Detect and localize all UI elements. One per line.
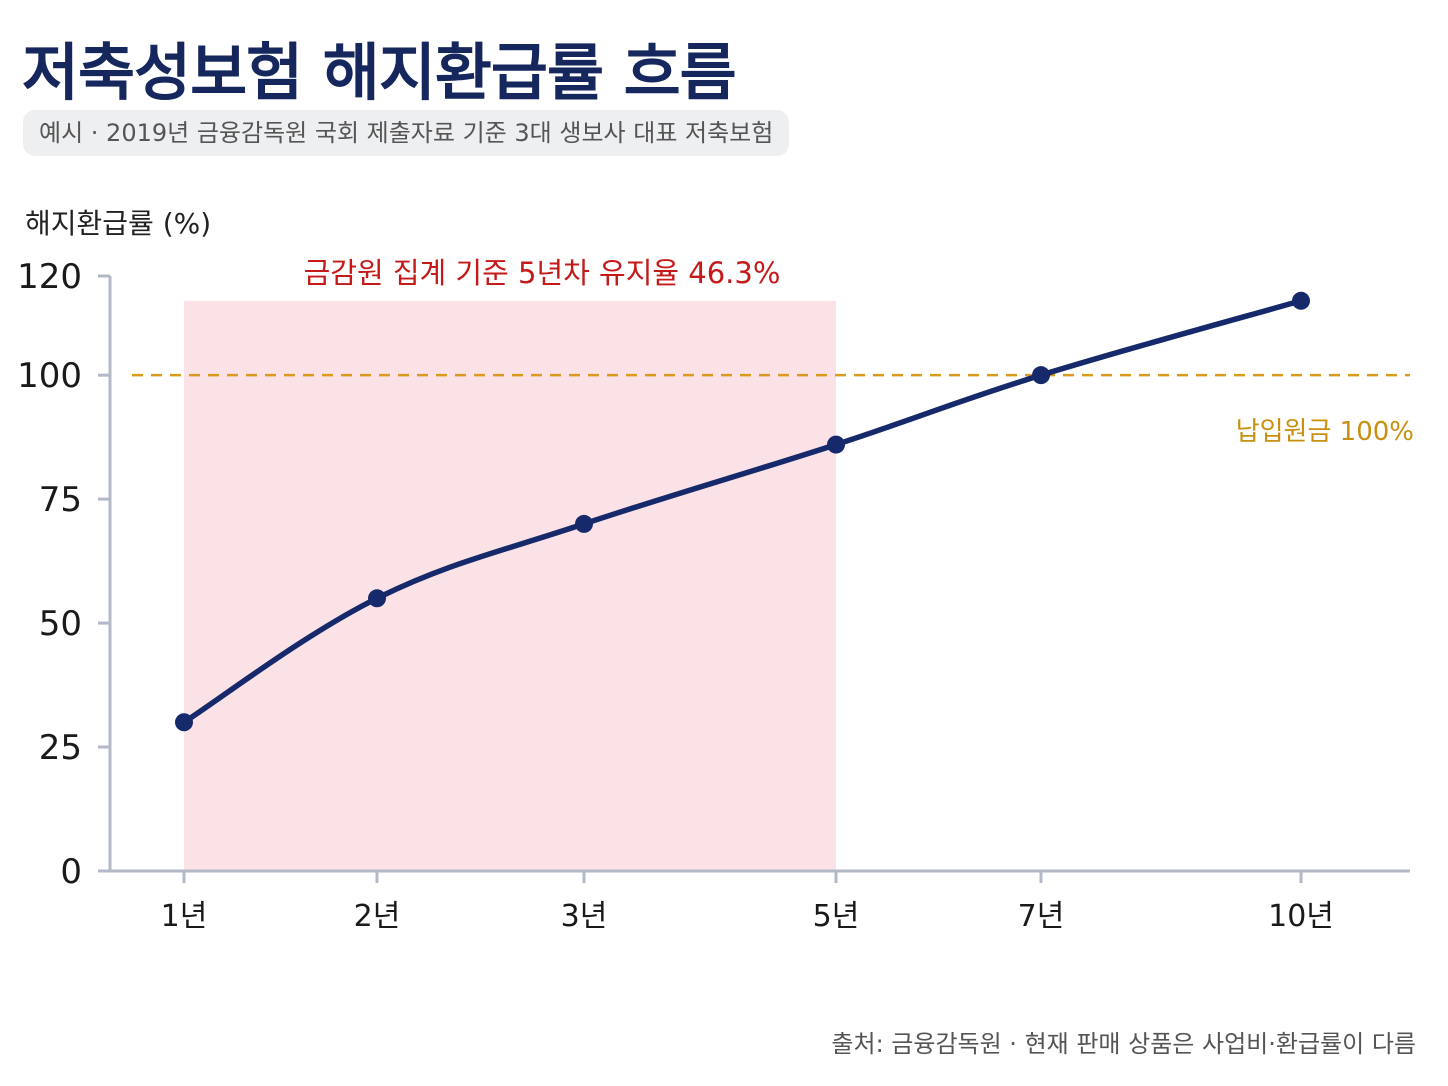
y-tick-label: 25 xyxy=(39,728,82,768)
highlight-annotation: 금감원 집계 기준 5년차 유지율 46.3% xyxy=(304,256,781,290)
series-line xyxy=(181,298,1304,725)
highlight-region xyxy=(184,301,836,871)
y-axis-label: 해지환급률 (%) xyxy=(25,207,212,240)
data-point xyxy=(1032,366,1050,385)
x-tick-label: 2년 xyxy=(354,899,401,934)
y-tick-label: 120 xyxy=(17,257,82,297)
x-tick-label: 7년 xyxy=(1018,899,1065,934)
y-tick-label: 100 xyxy=(17,356,82,396)
data-point xyxy=(368,589,386,608)
data-point xyxy=(827,435,845,454)
data-point xyxy=(1292,291,1310,310)
reference-line-label: 납입원금 100% xyxy=(1236,417,1414,447)
x-tick-label: 3년 xyxy=(561,899,608,934)
chart-subtitle: 예시 · 2019년 금융감독원 국회 제출자료 기준 3대 생보사 대표 저축… xyxy=(23,110,790,156)
chart-title: 저축성보험 해지환급률 흐름 xyxy=(22,36,737,109)
y-tick-label: 0 xyxy=(60,852,82,892)
source-note: 출처: 금융감독원 · 현재 판매 상품은 사업비·환급률이 다름 xyxy=(831,1030,1416,1058)
data-point xyxy=(575,514,593,533)
x-tick-label: 1년 xyxy=(161,899,208,934)
y-tick-label: 75 xyxy=(39,480,82,520)
y-tick-label: 50 xyxy=(39,604,82,644)
x-tick-label: 10년 xyxy=(1268,899,1334,934)
x-tick-label: 5년 xyxy=(813,899,860,934)
data-point xyxy=(175,713,193,732)
